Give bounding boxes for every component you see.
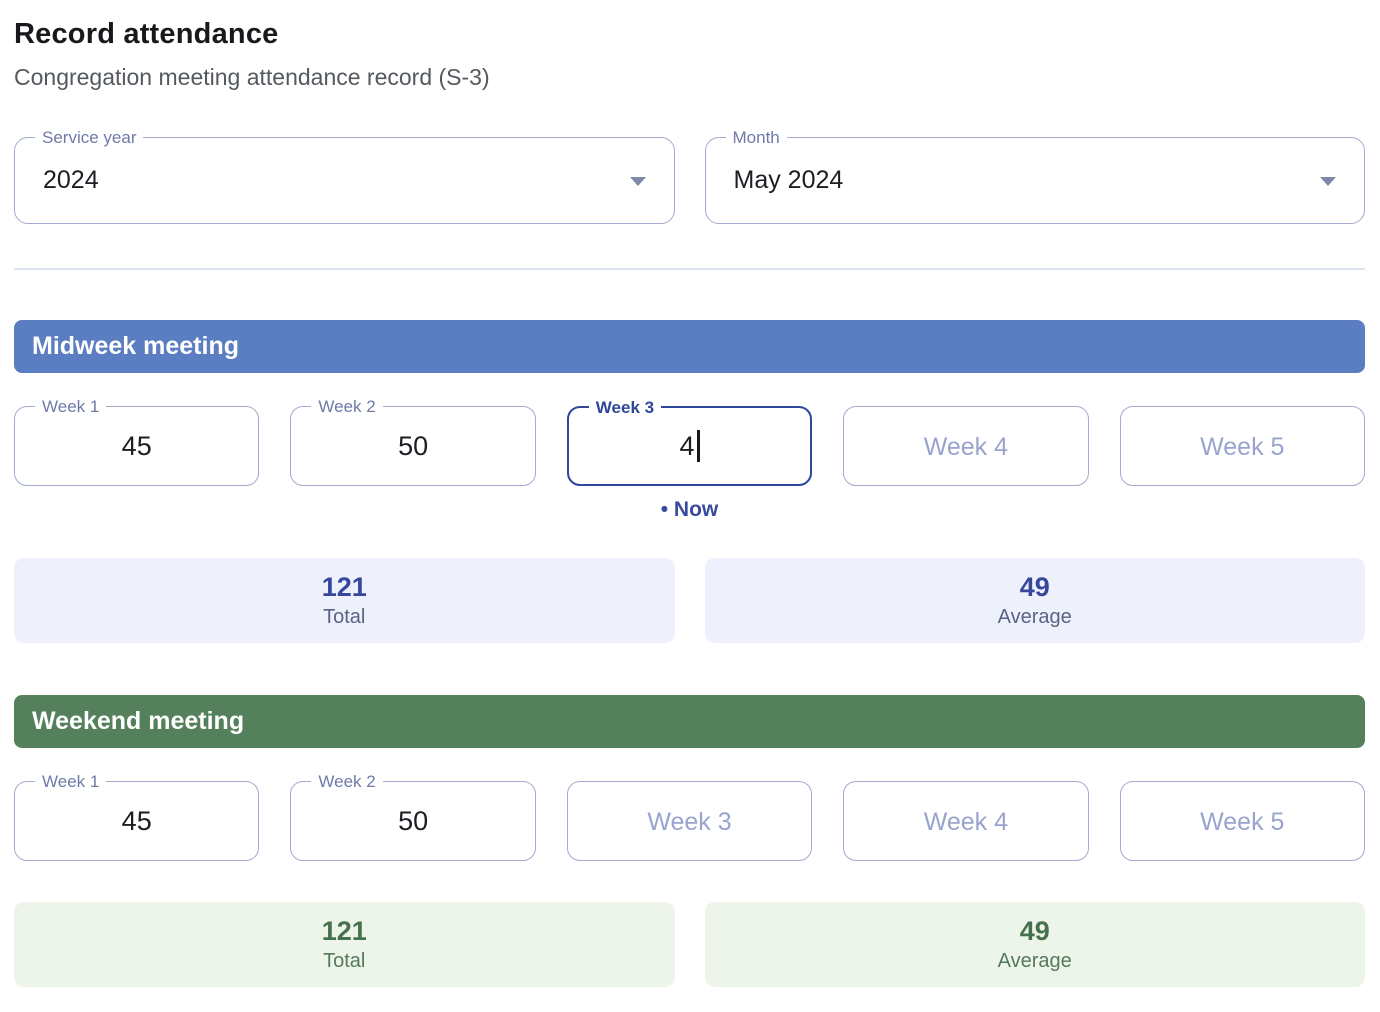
service-year-value: 2024: [43, 166, 99, 194]
midweek-week3-field-focused[interactable]: Week 3 4: [566, 397, 813, 486]
midweek-week1-input[interactable]: [15, 407, 259, 485]
weekend-average-label: Average: [997, 950, 1072, 972]
weekend-total-value: 121: [321, 916, 367, 946]
midweek-summary-row: 121 Total 49 Average: [14, 558, 1365, 643]
weekend-section-title: Weekend meeting: [32, 707, 245, 735]
weekend-week3-input[interactable]: [567, 782, 812, 860]
weekend-week2-input[interactable]: [291, 782, 535, 860]
midweek-now-row: • Now: [14, 498, 1365, 522]
divider: [14, 268, 1365, 270]
midweek-total-card: 121 Total: [14, 558, 675, 643]
weekend-average-value: 49: [1019, 916, 1050, 946]
month-label: Month: [725, 127, 787, 148]
midweek-weeks-row: Week 1 Week 2 Week 3 4: [14, 396, 1365, 486]
weekend-total-card: 121 Total: [14, 902, 675, 987]
midweek-total-value: 121: [321, 572, 367, 602]
weekend-week4-input[interactable]: [844, 782, 1088, 860]
month-select[interactable]: Month May 2024: [704, 127, 1365, 224]
midweek-section-header: Midweek meeting: [14, 320, 1365, 373]
midweek-week1-field: Week 1: [14, 396, 260, 486]
midweek-week3-value: 4: [679, 430, 695, 461]
filters-row: Service year 2024 Month May 2024: [14, 127, 1365, 224]
midweek-week3-value-line: 4: [679, 430, 700, 462]
midweek-week4-field: [843, 406, 1089, 486]
weekend-average-card: 49 Average: [704, 902, 1365, 987]
month-value: May 2024: [733, 166, 844, 194]
weekend-week3-field: [566, 781, 813, 861]
midweek-week4-input[interactable]: [844, 407, 1088, 485]
midweek-week2-input[interactable]: [291, 407, 535, 485]
chevron-down-icon: [1320, 176, 1336, 186]
weekend-week4-field: [843, 781, 1089, 861]
weekend-week1-label: Week 1: [35, 771, 107, 792]
midweek-average-value: 49: [1019, 572, 1050, 602]
weekend-week5-input[interactable]: [1120, 782, 1364, 860]
midweek-total-label: Total: [323, 606, 366, 628]
weekend-weeks-row: Week 1 Week 2: [14, 771, 1365, 861]
weekend-week5-field: [1119, 781, 1365, 861]
now-hint: • Now: [660, 498, 719, 521]
weekend-week2-field: Week 2: [290, 771, 536, 861]
midweek-week1-label: Week 1: [35, 396, 107, 417]
midweek-week2-field: Week 2: [290, 396, 536, 486]
weekend-section-header: Weekend meeting: [14, 695, 1365, 748]
midweek-average-label: Average: [997, 606, 1072, 628]
midweek-section-title: Midweek meeting: [32, 332, 239, 360]
weekend-week1-input[interactable]: [15, 782, 259, 860]
midweek-week3-label: Week 3: [588, 397, 662, 418]
service-year-select[interactable]: Service year 2024: [14, 127, 675, 224]
weekend-week1-field: Week 1: [14, 771, 260, 861]
midweek-average-card: 49 Average: [704, 558, 1365, 643]
weekend-summary-row: 121 Total 49 Average: [14, 902, 1365, 987]
weekend-total-label: Total: [323, 950, 366, 972]
service-year-label: Service year: [35, 127, 144, 148]
midweek-week2-label: Week 2: [311, 396, 383, 417]
midweek-week5-field: [1119, 406, 1365, 486]
page-title: Record attendance: [14, 18, 279, 50]
midweek-week5-input[interactable]: [1120, 407, 1364, 485]
weekend-week2-label: Week 2: [311, 771, 383, 792]
text-caret: [696, 430, 700, 462]
page-subtitle: Congregation meeting attendance record (…: [14, 64, 490, 90]
chevron-down-icon: [629, 176, 646, 186]
